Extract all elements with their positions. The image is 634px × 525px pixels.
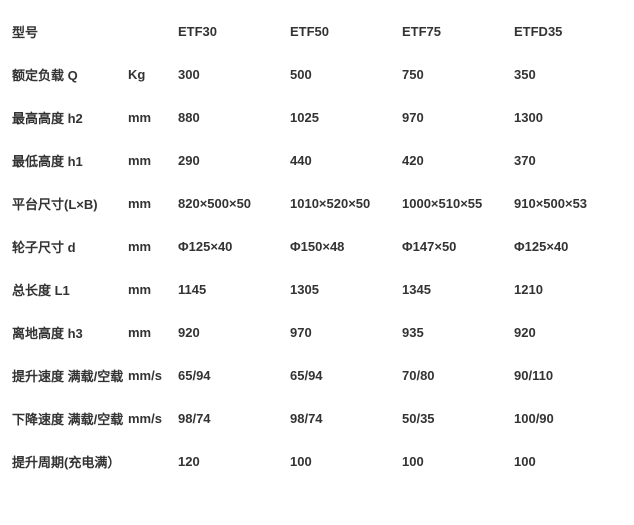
row-value: 920	[176, 311, 288, 354]
table-header-row: 型号 ETF30 ETF50 ETF75 ETFD35	[10, 10, 624, 53]
row-unit: mm/s	[126, 354, 176, 397]
row-value: 500	[288, 53, 400, 96]
row-label: 提升速度 满载/空载	[10, 354, 126, 397]
row-value: 65/94	[176, 354, 288, 397]
row-value: 910×500×53	[512, 182, 624, 225]
table-row: 总长度 L1 mm 1145 1305 1345 1210	[10, 268, 624, 311]
row-value: 970	[288, 311, 400, 354]
row-value: 98/74	[288, 397, 400, 440]
row-unit: mm	[126, 225, 176, 268]
row-value: 65/94	[288, 354, 400, 397]
row-value: 50/35	[400, 397, 512, 440]
row-value: 920	[512, 311, 624, 354]
header-model: ETF50	[288, 10, 400, 53]
row-value: 1145	[176, 268, 288, 311]
row-value: 750	[400, 53, 512, 96]
row-value: 100	[512, 440, 624, 483]
row-value: 100	[288, 440, 400, 483]
row-value: 1345	[400, 268, 512, 311]
row-value: 440	[288, 139, 400, 182]
table-row: 额定负载 Q Kg 300 500 750 350	[10, 53, 624, 96]
table-row: 提升周期(充电满） 120 100 100 100	[10, 440, 624, 483]
row-value: 880	[176, 96, 288, 139]
row-label: 平台尺寸(L×B)	[10, 182, 126, 225]
row-label: 额定负载 Q	[10, 53, 126, 96]
row-value: Φ125×40	[176, 225, 288, 268]
row-value: 100	[400, 440, 512, 483]
table-row: 最高高度 h2 mm 880 1025 970 1300	[10, 96, 624, 139]
table-row: 离地高度 h3 mm 920 970 935 920	[10, 311, 624, 354]
header-model: ETFD35	[512, 10, 624, 53]
row-value: 120	[176, 440, 288, 483]
row-label: 轮子尺寸 d	[10, 225, 126, 268]
row-unit: mm	[126, 311, 176, 354]
row-value: 1000×510×55	[400, 182, 512, 225]
table-row: 下降速度 满载/空载 mm/s 98/74 98/74 50/35 100/90	[10, 397, 624, 440]
row-value: 820×500×50	[176, 182, 288, 225]
row-value: Φ150×48	[288, 225, 400, 268]
header-label: 型号	[10, 10, 126, 53]
row-unit: mm	[126, 139, 176, 182]
row-value: 370	[512, 139, 624, 182]
row-value: 1305	[288, 268, 400, 311]
row-value: 420	[400, 139, 512, 182]
row-unit	[126, 440, 176, 483]
row-unit: Kg	[126, 53, 176, 96]
row-value: 935	[400, 311, 512, 354]
row-value: 90/110	[512, 354, 624, 397]
row-value: 970	[400, 96, 512, 139]
header-model: ETF30	[176, 10, 288, 53]
row-value: 1010×520×50	[288, 182, 400, 225]
row-value: 98/74	[176, 397, 288, 440]
row-value: Φ147×50	[400, 225, 512, 268]
row-value: 100/90	[512, 397, 624, 440]
header-model: ETF75	[400, 10, 512, 53]
row-label: 提升周期(充电满）	[10, 440, 126, 483]
row-value: 290	[176, 139, 288, 182]
row-value: 300	[176, 53, 288, 96]
row-label: 离地高度 h3	[10, 311, 126, 354]
table-row: 最低高度 h1 mm 290 440 420 370	[10, 139, 624, 182]
row-label: 总长度 L1	[10, 268, 126, 311]
row-value: 1025	[288, 96, 400, 139]
row-unit: mm	[126, 182, 176, 225]
row-value: 1210	[512, 268, 624, 311]
row-label: 下降速度 满载/空载	[10, 397, 126, 440]
table-row: 轮子尺寸 d mm Φ125×40 Φ150×48 Φ147×50 Φ125×4…	[10, 225, 624, 268]
row-unit: mm	[126, 96, 176, 139]
table-row: 提升速度 满载/空载 mm/s 65/94 65/94 70/80 90/110	[10, 354, 624, 397]
header-unit	[126, 10, 176, 53]
spec-table: 型号 ETF30 ETF50 ETF75 ETFD35 额定负载 Q Kg 30…	[10, 10, 624, 483]
row-unit: mm/s	[126, 397, 176, 440]
row-label: 最高高度 h2	[10, 96, 126, 139]
row-value: 70/80	[400, 354, 512, 397]
row-unit: mm	[126, 268, 176, 311]
row-label: 最低高度 h1	[10, 139, 126, 182]
table-body: 额定负载 Q Kg 300 500 750 350 最高高度 h2 mm 880…	[10, 53, 624, 483]
row-value: Φ125×40	[512, 225, 624, 268]
row-value: 350	[512, 53, 624, 96]
row-value: 1300	[512, 96, 624, 139]
table-row: 平台尺寸(L×B) mm 820×500×50 1010×520×50 1000…	[10, 182, 624, 225]
